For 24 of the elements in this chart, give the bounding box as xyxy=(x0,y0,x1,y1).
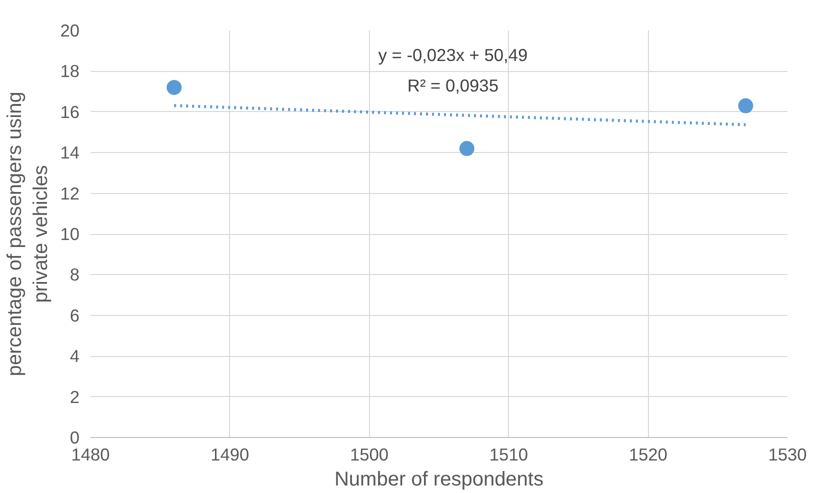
y-tick-label: 10 xyxy=(60,224,80,244)
y-tick-label: 16 xyxy=(60,102,80,122)
x-tick-label: 1480 xyxy=(71,444,110,464)
annotation: y = -0,023x + 50,49 xyxy=(378,44,528,65)
point xyxy=(459,141,474,156)
x-tick-label: 1510 xyxy=(489,444,528,464)
x-tick-label: 1530 xyxy=(768,444,807,464)
y-tick-label: 6 xyxy=(70,305,80,326)
x-tick-label: 1500 xyxy=(350,444,389,464)
x-axis-title: Number of respondents xyxy=(334,468,544,490)
y-tick-label: 0 xyxy=(70,428,80,448)
x-tick-label: 1490 xyxy=(210,444,250,464)
y-tick-label: 20 xyxy=(60,20,80,40)
y-tick-label: 18 xyxy=(60,61,80,82)
y-axis-title: percentage of passengers using private vehicles xyxy=(4,92,52,376)
annotation: R² = 0,0935 xyxy=(407,75,498,96)
y-tick-label: 12 xyxy=(60,183,80,204)
x-tick-label: 1520 xyxy=(628,444,668,464)
point xyxy=(166,80,182,95)
y-tick-label: 2 xyxy=(70,386,80,407)
y-tick-label: 4 xyxy=(70,346,80,366)
point xyxy=(738,98,754,114)
y-tick-label: 14 xyxy=(60,142,80,163)
y-tick-label: 8 xyxy=(70,264,80,285)
